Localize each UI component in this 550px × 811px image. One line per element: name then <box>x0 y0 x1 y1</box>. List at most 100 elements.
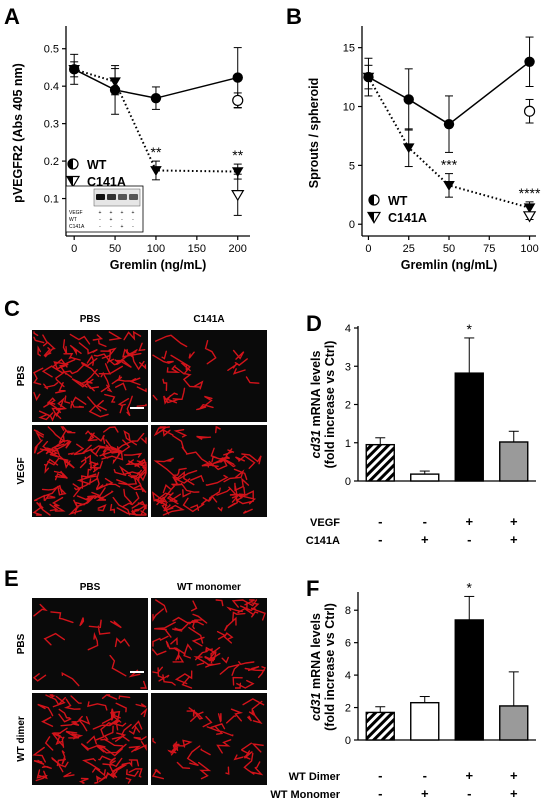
micro-e-col-label-1: WT monomer <box>177 582 241 593</box>
chart-f: 0 2 4 6 8 * cd31 mRNA levels (fold increase vs … <box>270 579 536 801</box>
chart-a-inset-mark-1-0: - <box>99 217 101 223</box>
chart-f-ylabel2: (fold increase vs Ctrl) <box>323 603 337 731</box>
chart-d-condition-mark-0-0: - <box>378 514 382 529</box>
chart-a-inset-mark-2-3: - <box>132 224 134 230</box>
chart-b-ytick-label-3: 15 <box>343 43 355 55</box>
chart-d: 0 1 2 3 4 * cd31 mRNA levels (fold increase vs … <box>306 321 536 547</box>
chart-a-open-point-1 <box>231 190 245 202</box>
chart-a-legend-c141a-label: C141A <box>87 175 126 189</box>
chart-a-xtick-label-0: 0 <box>71 243 77 255</box>
chart-d-condition-mark-0-3: + <box>510 514 518 529</box>
chart-b-xtick-label-4: 100 <box>520 243 538 255</box>
chart-d-bar-0 <box>365 443 395 482</box>
micro-c-col-label-1: C141A <box>193 314 224 325</box>
chart-b-significance-0: *** <box>441 157 458 173</box>
micro-c-image-0-1 <box>151 330 267 422</box>
chart-f-ytick-label-2: 4 <box>345 670 351 682</box>
chart-b-ytick-label-2: 10 <box>343 102 355 114</box>
chart-b-series-0-point-1 <box>403 94 414 105</box>
panel-letter-f: F <box>306 576 319 601</box>
chart-f-ytick-label-0: 0 <box>345 735 351 747</box>
chart-b-series-1-point-0 <box>362 72 375 83</box>
chart-d-condition-mark-1-1: + <box>421 532 429 547</box>
chart-a-inset-mark-0-2: + <box>121 210 124 216</box>
chart-a-inset-mark-2-1: - <box>110 224 112 230</box>
chart-b-ytick-label-1: 5 <box>349 160 355 172</box>
micro-c-vessels-1-1 <box>152 425 262 516</box>
chart-a-legend-wt-icon-fill <box>68 159 73 169</box>
chart-a-ytick-label-0: 0.1 <box>44 194 59 206</box>
chart-a-significance-1: ** <box>232 147 243 163</box>
chart-d-condition-label-0: VEGF <box>310 517 340 529</box>
chart-f-ylabel: cd31 mRNA levels <box>309 613 323 721</box>
chart-a-inset-mark-0-1: + <box>110 210 113 216</box>
chart-a-series-0-point-3 <box>232 72 243 83</box>
chart-b-legend-wt-icon-fill <box>369 195 374 205</box>
chart-d-ylabel2: (fold increase vs Ctrl) <box>323 341 337 469</box>
chart-a-inset-mark-1-3: - <box>132 217 134 223</box>
micro-e-vessels-0-1 <box>152 599 267 689</box>
micro-e-image-1-0 <box>32 693 148 785</box>
chart-b-significance-1: **** <box>519 185 541 201</box>
chart-d-condition-mark-0-2: + <box>465 514 473 529</box>
chart-a-xtick-label-1: 50 <box>109 243 121 255</box>
chart-a-inset-band-1 <box>107 194 116 200</box>
micro-c-col-label-0: PBS <box>80 314 101 325</box>
chart-d-condition-mark-1-0: - <box>378 532 382 547</box>
chart-a-series-1-line <box>73 68 238 173</box>
chart-a-open-point-0 <box>232 94 244 107</box>
chart-d-condition-mark-0-1: - <box>423 514 427 529</box>
chart-f-condition-mark-0-3: + <box>510 768 518 783</box>
chart-b-legend-wt-label: WT <box>388 194 408 208</box>
panel-letter-d: D <box>306 311 322 336</box>
micro-e-row-label-0: PBS <box>16 633 27 654</box>
chart-f-ytick-label-1: 2 <box>345 703 351 715</box>
chart-a-ytick-label-2: 0.3 <box>44 119 59 131</box>
chart-b-xtick-label-1: 25 <box>403 243 415 255</box>
chart-a-xtick-label-2: 100 <box>147 243 165 255</box>
chart-d-ylabel-rest: mRNA levels <box>309 350 323 429</box>
chart-a-inset-mark-0-0: + <box>99 210 102 216</box>
chart-d-bar-2 <box>454 372 484 482</box>
chart-d-condition-mark-1-2: - <box>467 532 471 547</box>
chart-f-condition-mark-1-1: + <box>421 786 429 801</box>
chart-a-inset-mark-0-3: + <box>132 210 135 216</box>
chart-f-condition-label-0: WT Dimer <box>289 771 341 783</box>
chart-f-bar-1 <box>410 701 440 741</box>
chart-f-ylabel-rest: mRNA levels <box>309 613 323 692</box>
chart-b-xtick-label-3: 75 <box>483 243 495 255</box>
chart-b-xtick-label-0: 0 <box>365 243 371 255</box>
chart-f-significance-0: * <box>467 579 473 595</box>
chart-a-series-1-point-1 <box>109 77 121 88</box>
chart-b-series-1-point-3 <box>523 203 536 214</box>
chart-b: 0 5 10 15 0 25 50 75 100 Gremlin (ng/mL) Sprouts /… <box>307 26 541 272</box>
chart-d-ytick-label-0: 0 <box>345 476 351 488</box>
micrographs-c: PBS C141A PBS VEGF <box>16 314 267 517</box>
chart-a-series-0-point-2 <box>150 92 162 104</box>
chart-f-condition-mark-0-0: - <box>378 768 382 783</box>
chart-d-ylabel-gene: cd31 <box>309 430 323 459</box>
chart-a-inset-row-1: WT <box>69 217 77 223</box>
chart-b-series-0-point-2 <box>443 118 455 130</box>
micro-c-vessels-0-0 <box>33 330 147 422</box>
chart-a-inset-mark-1-1: + <box>110 217 113 223</box>
chart-f-ytick-label-4: 8 <box>345 605 351 617</box>
chart-d-condition-label-1: C141A <box>306 535 340 547</box>
chart-d-ytick-label-1: 1 <box>345 438 351 450</box>
chart-d-bar-1 <box>410 473 440 482</box>
chart-f-bar-3 <box>499 705 529 741</box>
chart-d-bar-3 <box>499 441 529 482</box>
chart-a-inset-row-0: VEGF <box>69 210 83 216</box>
chart-a-inset-band-2 <box>118 194 127 200</box>
chart-a-legend-c141a-icon-fill <box>67 176 73 187</box>
chart-d-ylabel: cd31 mRNA levels <box>309 350 323 458</box>
chart-f-condition-mark-1-2: - <box>467 786 471 801</box>
chart-b-series-0-point-3 <box>524 56 535 67</box>
chart-a-inset-blot <box>93 188 141 207</box>
chart-a-series-1-point-0 <box>68 64 80 75</box>
chart-d-condition-mark-1-3: + <box>510 532 518 547</box>
chart-f-condition-mark-1-3: + <box>510 786 518 801</box>
chart-f-bar-0 <box>365 711 395 741</box>
chart-a-inset-mark-2-2: + <box>121 224 124 230</box>
